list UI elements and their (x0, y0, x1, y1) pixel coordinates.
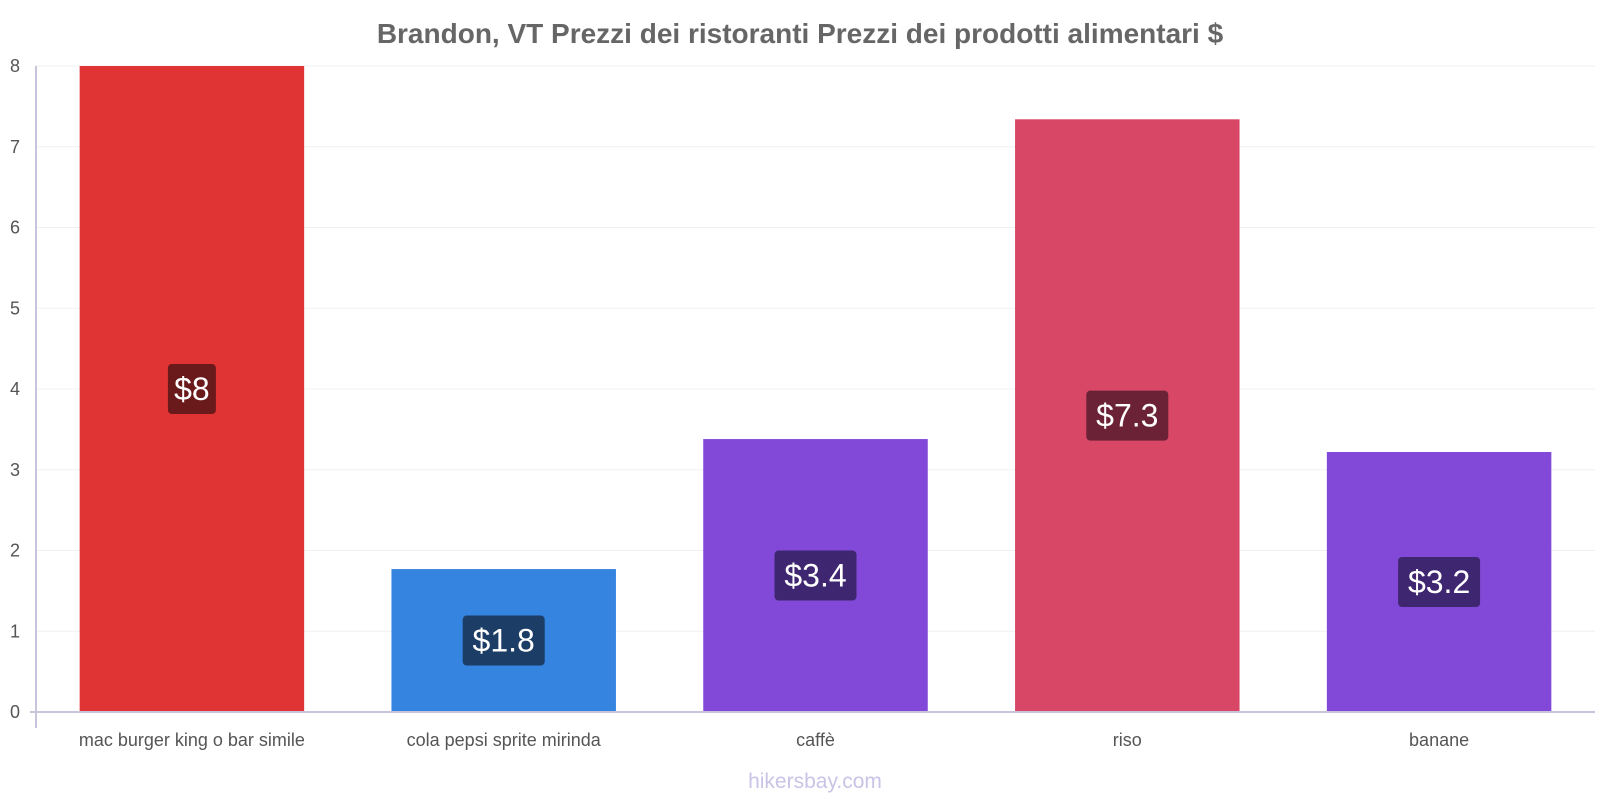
axes (30, 66, 1595, 728)
y-tick-label: 8 (10, 56, 20, 76)
value-label-background (774, 550, 857, 601)
watermark-text: hikersbay.com (748, 770, 882, 793)
value-label: $7.3 (1096, 398, 1158, 434)
x-axis-ticks: mac burger king o bar simile cola pepsi s… (79, 730, 1469, 750)
value-label-background (167, 364, 216, 414)
y-tick-label: 4 (10, 379, 20, 399)
x-tick-label: banane (1409, 730, 1469, 750)
value-label-background (1398, 556, 1481, 607)
value-label-background (1086, 390, 1169, 441)
y-axis-ticks: 0 1 2 3 4 5 6 7 8 (10, 56, 20, 722)
value-label-background (462, 615, 545, 666)
x-tick-label: caffè (796, 730, 835, 750)
y-tick-label: 6 (10, 218, 20, 238)
y-tick-label: 1 (10, 621, 20, 641)
value-label: $3.4 (784, 558, 846, 594)
y-tick-label: 3 (10, 460, 20, 480)
value-label: $1.8 (473, 623, 535, 659)
y-tick-label: 0 (10, 702, 20, 722)
chart-title: Brandon, VT Prezzi dei ristoranti Prezzi… (377, 18, 1224, 49)
y-tick-label: 7 (10, 137, 20, 157)
x-tick-label: riso (1113, 730, 1142, 750)
bars: $8 $1.8 $3.4 $7.3 $3.2 (79, 66, 1552, 713)
y-tick-label: 5 (10, 298, 20, 318)
x-tick-label: cola pepsi sprite mirinda (407, 730, 602, 750)
x-tick-label: mac burger king o bar simile (79, 730, 305, 750)
value-label: $3.2 (1408, 564, 1470, 600)
value-label: $8 (174, 371, 210, 407)
y-tick-label: 2 (10, 541, 20, 561)
